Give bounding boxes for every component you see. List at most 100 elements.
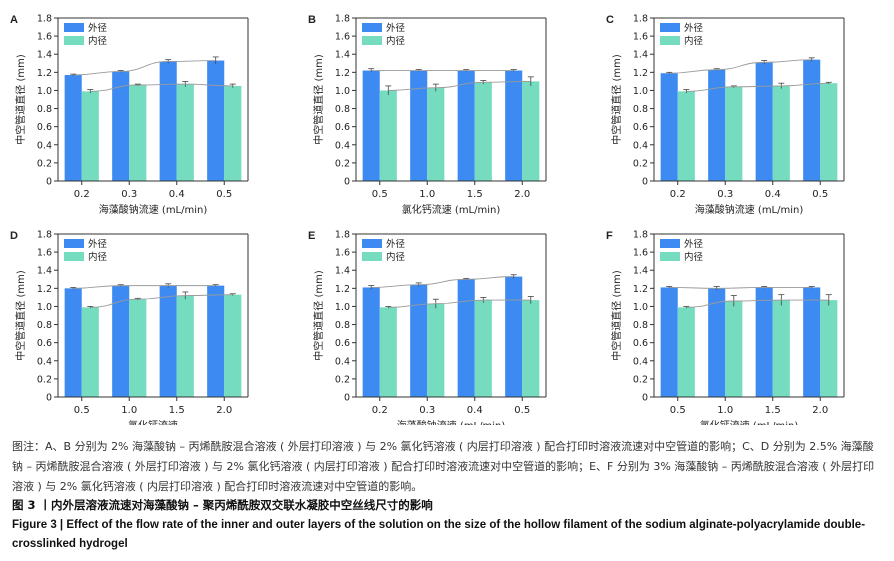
y-tick-label: 1.0 [37, 86, 52, 97]
y-tick-label: 0.8 [37, 104, 52, 115]
x-tick-label: 0.5 [514, 405, 530, 416]
legend-swatch-inner [362, 252, 382, 261]
trend-line-inner [90, 294, 233, 308]
x-tick-label: 0.4 [765, 189, 781, 200]
x-axis-title: 氯化钙流速 (mL/min) [402, 203, 501, 216]
y-axis-title: 中空管道直径 (mm) [312, 270, 325, 361]
bar-inner [725, 86, 743, 181]
y-tick-label: 1.4 [335, 266, 350, 277]
legend-swatch-outer [362, 23, 382, 32]
figure-title-en: Figure 3 | Effect of the flow rate of th… [12, 519, 866, 550]
trend-line-outer [73, 60, 216, 76]
charts-svg: A 0 0.2 0.4 0.6 0.8 1.0 1.2 1.4 1.6 1.8 0.2 0.3 0.4 0.… [10, 14, 845, 425]
trend-line-inner [686, 82, 829, 92]
bar-inner [772, 85, 790, 181]
y-tick-label: 1.8 [37, 230, 52, 241]
bar-inner [224, 85, 242, 181]
bar-outer [207, 285, 225, 397]
x-tick-label: 0.3 [121, 189, 137, 200]
x-tick-label: 0.3 [717, 189, 733, 200]
trend-line-inner [686, 299, 829, 308]
legend-swatch-outer [64, 23, 84, 32]
y-tick-label: 0 [344, 177, 350, 188]
y-tick-label: 0.4 [633, 140, 648, 151]
y-tick-label: 1.2 [37, 68, 52, 79]
bar-inner [820, 300, 838, 397]
bar-inner [820, 83, 838, 181]
panel-label: C [606, 14, 614, 26]
y-tick-label: 1.0 [335, 302, 350, 313]
y-tick-label: 1.8 [335, 14, 350, 25]
legend-label-outer: 外径 [88, 22, 108, 34]
chart-panel-F: F 0 0.2 0.4 0.6 0.8 1.0 1.2 1.4 1.6 1.8 0.5 1.0 1.5 2.… [606, 230, 845, 425]
trend-line-outer [73, 285, 216, 289]
bar-outer [207, 60, 225, 181]
legend-label-inner: 内径 [684, 35, 704, 47]
legend-swatch-inner [64, 36, 84, 45]
bar-inner [129, 299, 147, 397]
y-tick-label: 1.2 [335, 68, 350, 79]
x-tick-label: 0.4 [467, 405, 483, 416]
bar-inner [427, 303, 445, 397]
x-tick-label: 0.5 [812, 189, 828, 200]
bar-outer [505, 276, 523, 397]
bar-inner [224, 294, 242, 397]
legend-swatch-outer [64, 239, 84, 248]
bar-outer [660, 287, 678, 397]
bar-outer [362, 70, 380, 181]
y-tick-label: 0.6 [335, 338, 350, 349]
x-tick-label: 0.2 [74, 189, 90, 200]
x-axis-title: 海藻酸钠流速 (mL/min) [695, 203, 804, 216]
panel-label: F [606, 230, 613, 242]
y-tick-label: 1.2 [335, 284, 350, 295]
y-axis-title: 中空管道直径 (mm) [610, 54, 623, 145]
legend-label-outer: 外径 [386, 22, 406, 34]
bar-inner [772, 300, 790, 397]
y-tick-label: 0.4 [37, 140, 52, 151]
y-tick-label: 0.8 [633, 104, 648, 115]
y-tick-label: 1.0 [335, 86, 350, 97]
bar-inner [129, 85, 147, 181]
bar-outer [362, 287, 380, 397]
bar-outer [505, 70, 523, 181]
y-tick-label: 0.4 [335, 356, 350, 367]
y-tick-label: 0.8 [37, 320, 52, 331]
bar-outer [660, 73, 678, 181]
bar-outer [64, 288, 82, 397]
panel-label: D [10, 230, 18, 242]
legend-swatch-inner [660, 252, 680, 261]
chart-panel-A: A 0 0.2 0.4 0.6 0.8 1.0 1.2 1.4 1.6 1.8 0.2 0.3 0.4 0.… [10, 14, 249, 216]
x-tick-label: 1.0 [717, 405, 733, 416]
y-tick-label: 1.0 [37, 302, 52, 313]
trend-line-inner [90, 83, 233, 92]
x-tick-label: 2.0 [216, 405, 232, 416]
y-tick-label: 0.6 [37, 122, 52, 133]
bar-inner [677, 307, 695, 397]
y-tick-label: 1.0 [633, 86, 648, 97]
y-tick-label: 0.2 [633, 374, 648, 385]
legend-label-outer: 外径 [88, 238, 108, 250]
x-tick-label: 1.0 [121, 405, 137, 416]
legend-label-outer: 外径 [386, 238, 406, 250]
legend-swatch-inner [64, 252, 84, 261]
bar-outer [803, 59, 821, 181]
x-tick-label: 0.5 [216, 189, 232, 200]
y-tick-label: 0 [642, 393, 648, 404]
y-tick-label: 1.6 [335, 32, 350, 43]
y-tick-label: 0 [344, 393, 350, 404]
bar-outer [64, 75, 82, 181]
x-tick-label: 0.2 [670, 189, 686, 200]
y-tick-label: 1.4 [37, 50, 52, 61]
y-tick-label: 1.4 [633, 50, 648, 61]
y-tick-label: 0.6 [633, 122, 648, 133]
bar-inner [176, 84, 194, 181]
y-tick-label: 0.2 [335, 158, 350, 169]
bar-outer [112, 285, 130, 397]
bar-outer [755, 62, 773, 181]
bar-inner [427, 87, 445, 181]
trend-line-inner [388, 299, 531, 308]
y-tick-label: 0.6 [37, 338, 52, 349]
x-tick-label: 2.0 [812, 405, 828, 416]
panel-label: A [10, 14, 18, 26]
x-tick-label: 0.5 [74, 405, 90, 416]
